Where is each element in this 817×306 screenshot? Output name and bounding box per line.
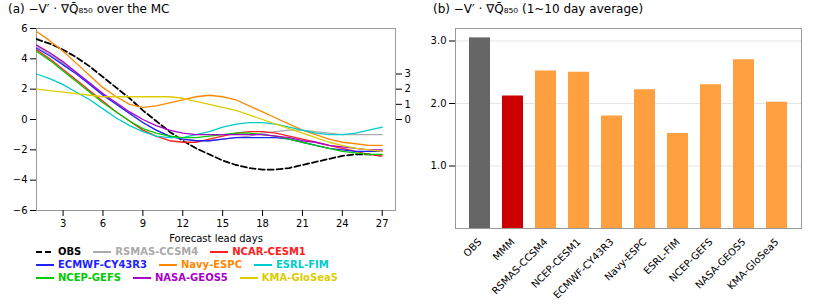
html-text:RSMAS-CCSM4: RSMAS-CCSM4	[115, 246, 199, 257]
svg-text:27: 27	[376, 218, 389, 229]
svg-text:0: 0	[21, 114, 27, 125]
html-text:(b) −V′ · ∇Q̄₈₅₀ (1~10 day ave: (b) −V′ · ∇Q̄₈₅₀ (1~10 day average)	[433, 2, 644, 16]
svg-text:NASA-GEOS5: NASA-GEOS5	[693, 236, 748, 291]
svg-text:6: 6	[21, 23, 27, 34]
svg-text:RSMAS-CCSM4: RSMAS-CCSM4	[490, 236, 550, 296]
html-text:KMA-GloSea5: KMA-GloSea5	[261, 272, 338, 283]
svg-text:0: 0	[405, 114, 411, 125]
svg-text:ECMWF-CY43R3: ECMWF-CY43R3	[551, 236, 615, 300]
svg-text:9: 9	[140, 218, 146, 229]
svg-text:MMM: MMM	[491, 236, 517, 262]
html-text:OBS: OBS	[58, 246, 82, 257]
svg-text:3.0: 3.0	[431, 35, 447, 46]
svg-text:3: 3	[60, 218, 66, 229]
svg-text:Forecast lead days: Forecast lead days	[169, 233, 263, 244]
svg-text:−2: −2	[13, 144, 28, 155]
html-text:NCEP-GEFS: NCEP-GEFS	[58, 272, 121, 283]
svg-text:6: 6	[100, 218, 106, 229]
svg-text:15: 15	[216, 218, 229, 229]
svg-text:−6: −6	[13, 205, 28, 216]
svg-text:3: 3	[405, 68, 411, 79]
html-text:ESRL-FIM: ESRL-FIM	[276, 259, 329, 270]
html-text:ECMWF-CY43R3: ECMWF-CY43R3	[58, 259, 147, 270]
svg-text:2: 2	[21, 83, 27, 94]
html-text:(a) −V′ · ∇Q̄₈₅₀ over the MC: (a) −V′ · ∇Q̄₈₅₀ over the MC	[8, 2, 170, 16]
svg-text:KMA-GloSea5: KMA-GloSea5	[725, 236, 780, 291]
html-text:Navy-ESPC: Navy-ESPC	[181, 259, 242, 270]
svg-text:1: 1	[405, 99, 411, 110]
svg-text:1.0: 1.0	[431, 160, 447, 171]
svg-text:2.0: 2.0	[431, 98, 447, 109]
svg-text:12: 12	[176, 218, 189, 229]
svg-text:NCEP-CESM1: NCEP-CESM1	[529, 236, 583, 290]
svg-text:ESRL-FIM: ESRL-FIM	[641, 236, 682, 277]
svg-text:21: 21	[296, 218, 309, 229]
svg-text:Navy-ESPC: Navy-ESPC	[602, 236, 648, 282]
svg-text:18: 18	[256, 218, 269, 229]
svg-text:4: 4	[21, 53, 27, 64]
html-text:NASA-GEOS5: NASA-GEOS5	[154, 272, 228, 283]
svg-text:NCEP-GEFS: NCEP-GEFS	[666, 236, 715, 284]
html-text:NCAR-CESM1: NCAR-CESM1	[232, 246, 306, 257]
svg-text:24: 24	[336, 218, 349, 229]
svg-text:2: 2	[405, 83, 411, 94]
svg-text:OBS: OBS	[461, 236, 484, 259]
svg-text:−4: −4	[13, 174, 28, 185]
